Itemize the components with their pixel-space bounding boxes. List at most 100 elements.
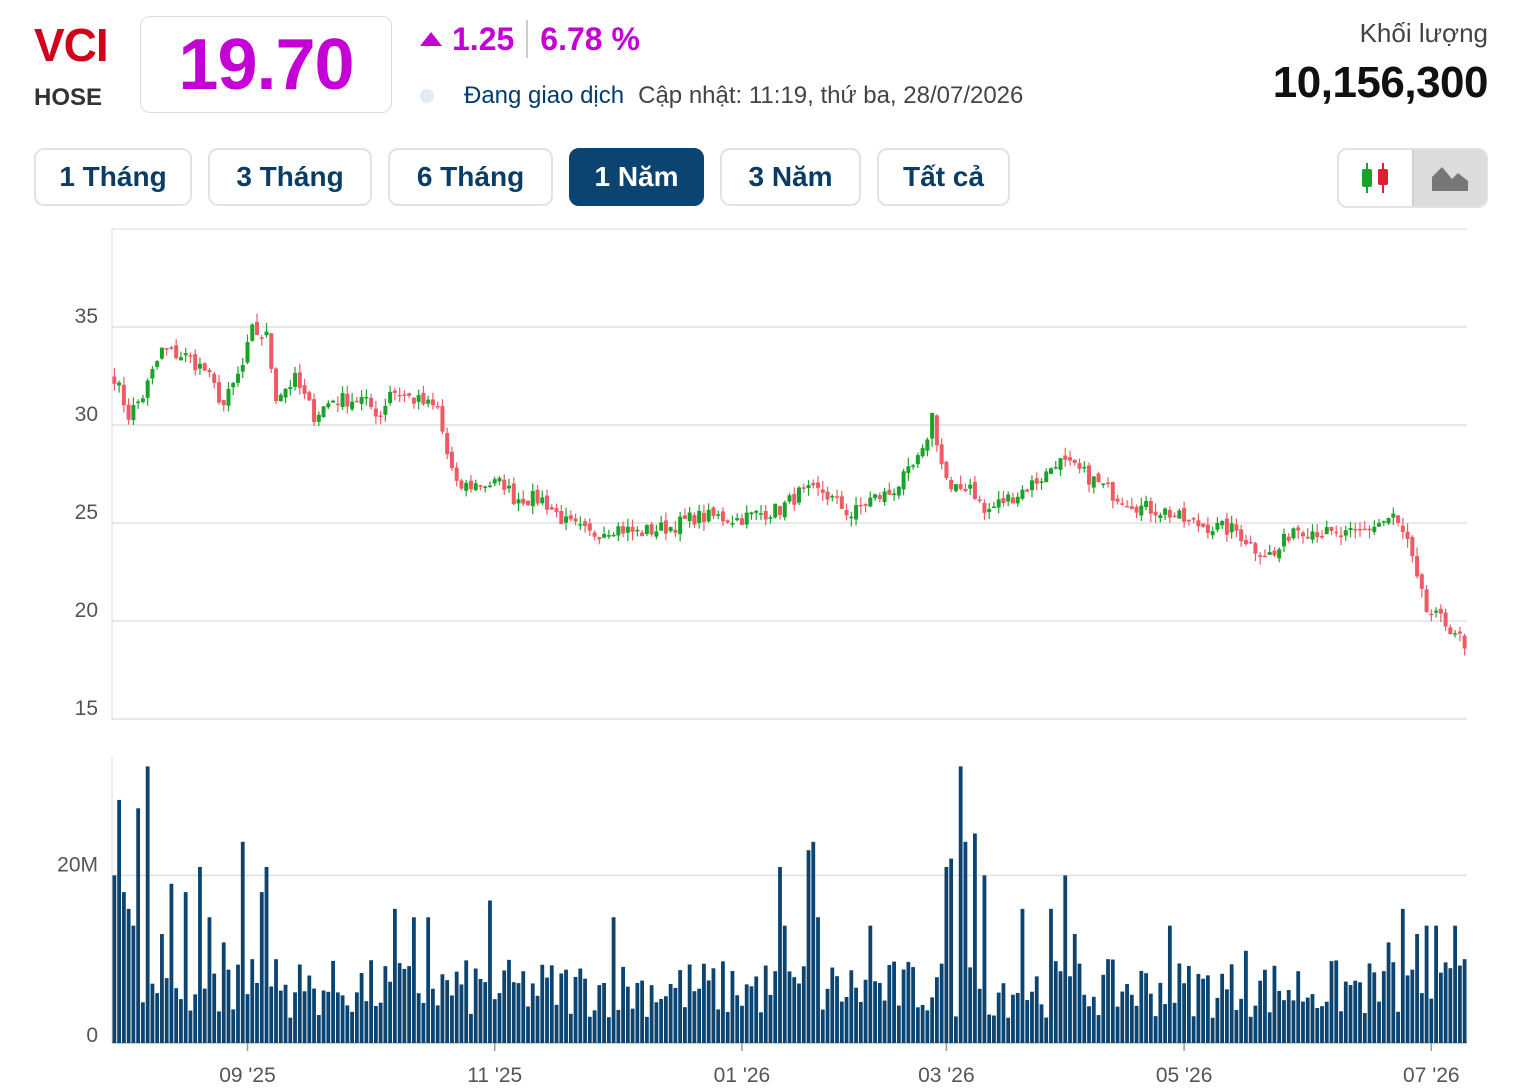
candle-body <box>1139 505 1144 516</box>
volume-bar <box>1001 983 1006 1043</box>
price-tick-label: 30 <box>75 403 98 426</box>
volume-bar <box>212 973 217 1043</box>
divider <box>526 20 529 58</box>
volume-bar <box>768 994 773 1043</box>
candle-body <box>188 355 193 357</box>
candle-body <box>516 499 521 504</box>
candle-body <box>1300 532 1305 537</box>
volume-bar <box>1272 965 1277 1043</box>
candlestick-icon[interactable] <box>1339 150 1412 206</box>
volume-bar <box>1448 968 1453 1043</box>
candle-body <box>559 511 564 524</box>
tab-6-months[interactable]: 6 Tháng <box>388 148 553 206</box>
volume-bar <box>1139 970 1144 1043</box>
up-arrow-icon <box>420 32 442 46</box>
candle-body <box>906 466 911 474</box>
candle-body <box>235 373 240 383</box>
candle-body <box>293 373 298 387</box>
volume-bar <box>459 984 464 1043</box>
candle-body <box>216 382 221 403</box>
volume-bar <box>469 1013 473 1043</box>
volume-bar <box>369 960 374 1043</box>
volume-bar <box>1087 1006 1091 1043</box>
volume-bar <box>1386 942 1391 1043</box>
volume-bar <box>545 977 549 1043</box>
tab-3-years[interactable]: 3 Năm <box>720 148 861 206</box>
volume-bar <box>530 983 535 1043</box>
candle-body <box>887 489 892 495</box>
candle-body <box>1134 506 1139 513</box>
volume-bar <box>735 995 740 1043</box>
candle-body <box>231 382 236 388</box>
volume-bar <box>236 964 240 1043</box>
volume-bar <box>683 1007 687 1043</box>
volume-bar <box>502 970 507 1043</box>
candle-body <box>283 388 288 398</box>
volume-bar <box>1044 1017 1049 1043</box>
candle-body <box>1396 515 1401 524</box>
candle-body <box>1305 536 1310 539</box>
chart-grid <box>111 228 1467 1044</box>
volume-bar <box>535 995 540 1043</box>
volume-bar <box>1129 994 1134 1043</box>
time-tick-label: 09 '25 <box>219 1064 276 1087</box>
candle-body <box>758 513 763 515</box>
candle-body <box>963 488 968 492</box>
candle-body <box>502 479 507 490</box>
candle-body <box>1186 519 1191 522</box>
volume-bar <box>896 1005 901 1043</box>
candle-body <box>1229 523 1234 533</box>
volume-bar <box>326 991 331 1043</box>
volume-bar <box>1424 925 1429 1043</box>
candle-body <box>749 512 754 515</box>
candle-body <box>991 506 996 509</box>
candle-body <box>659 522 664 531</box>
candle-body <box>587 523 592 531</box>
volume-bar <box>1358 982 1362 1043</box>
volume-bar <box>1182 983 1187 1043</box>
volume-bar <box>335 992 340 1043</box>
volume-bar <box>407 966 412 1043</box>
candle-body <box>478 485 483 487</box>
volume-bar <box>1058 971 1063 1043</box>
volume-bar <box>873 981 877 1043</box>
volume-bar <box>240 841 245 1043</box>
candle-body <box>1258 555 1263 558</box>
tab-3-months[interactable]: 3 Tháng <box>208 148 372 206</box>
volume-bar <box>716 1009 721 1043</box>
candle-body <box>1243 539 1248 545</box>
volume-value: 10,156,300 <box>1272 58 1489 107</box>
volume-bar <box>654 1002 659 1043</box>
volume-bar <box>977 988 982 1043</box>
candle-body <box>411 397 416 404</box>
volume-bar <box>1063 875 1068 1043</box>
candle-body <box>207 369 212 373</box>
area-chart-icon[interactable] <box>1411 150 1486 206</box>
tab-1-month[interactable]: 1 Tháng <box>34 148 192 206</box>
tab-all[interactable]: Tất cả <box>877 148 1010 206</box>
volume-bar <box>887 964 892 1043</box>
volume-bar <box>1163 1004 1167 1043</box>
volume-bar <box>578 968 583 1043</box>
candle-body <box>1296 527 1301 531</box>
candle-body <box>621 526 626 534</box>
volume-bar <box>164 978 169 1043</box>
volume-bar <box>844 996 849 1043</box>
volume-bar <box>1225 989 1229 1043</box>
volume-bar <box>554 1004 559 1043</box>
volume-bar <box>1372 972 1377 1043</box>
volume-bar <box>1153 1016 1158 1043</box>
candle-body <box>407 393 412 396</box>
candle-body <box>968 484 973 489</box>
candle-body <box>1039 481 1044 483</box>
volume-bar <box>454 971 459 1043</box>
candle-body <box>720 511 725 522</box>
candle-body <box>654 531 659 537</box>
volume-bar <box>297 964 302 1043</box>
volume-bar <box>1220 973 1225 1043</box>
candle-body <box>164 348 169 350</box>
candle-body <box>350 401 355 410</box>
tab-1-year[interactable]: 1 Năm <box>569 148 704 206</box>
volume-bar <box>1229 964 1234 1043</box>
